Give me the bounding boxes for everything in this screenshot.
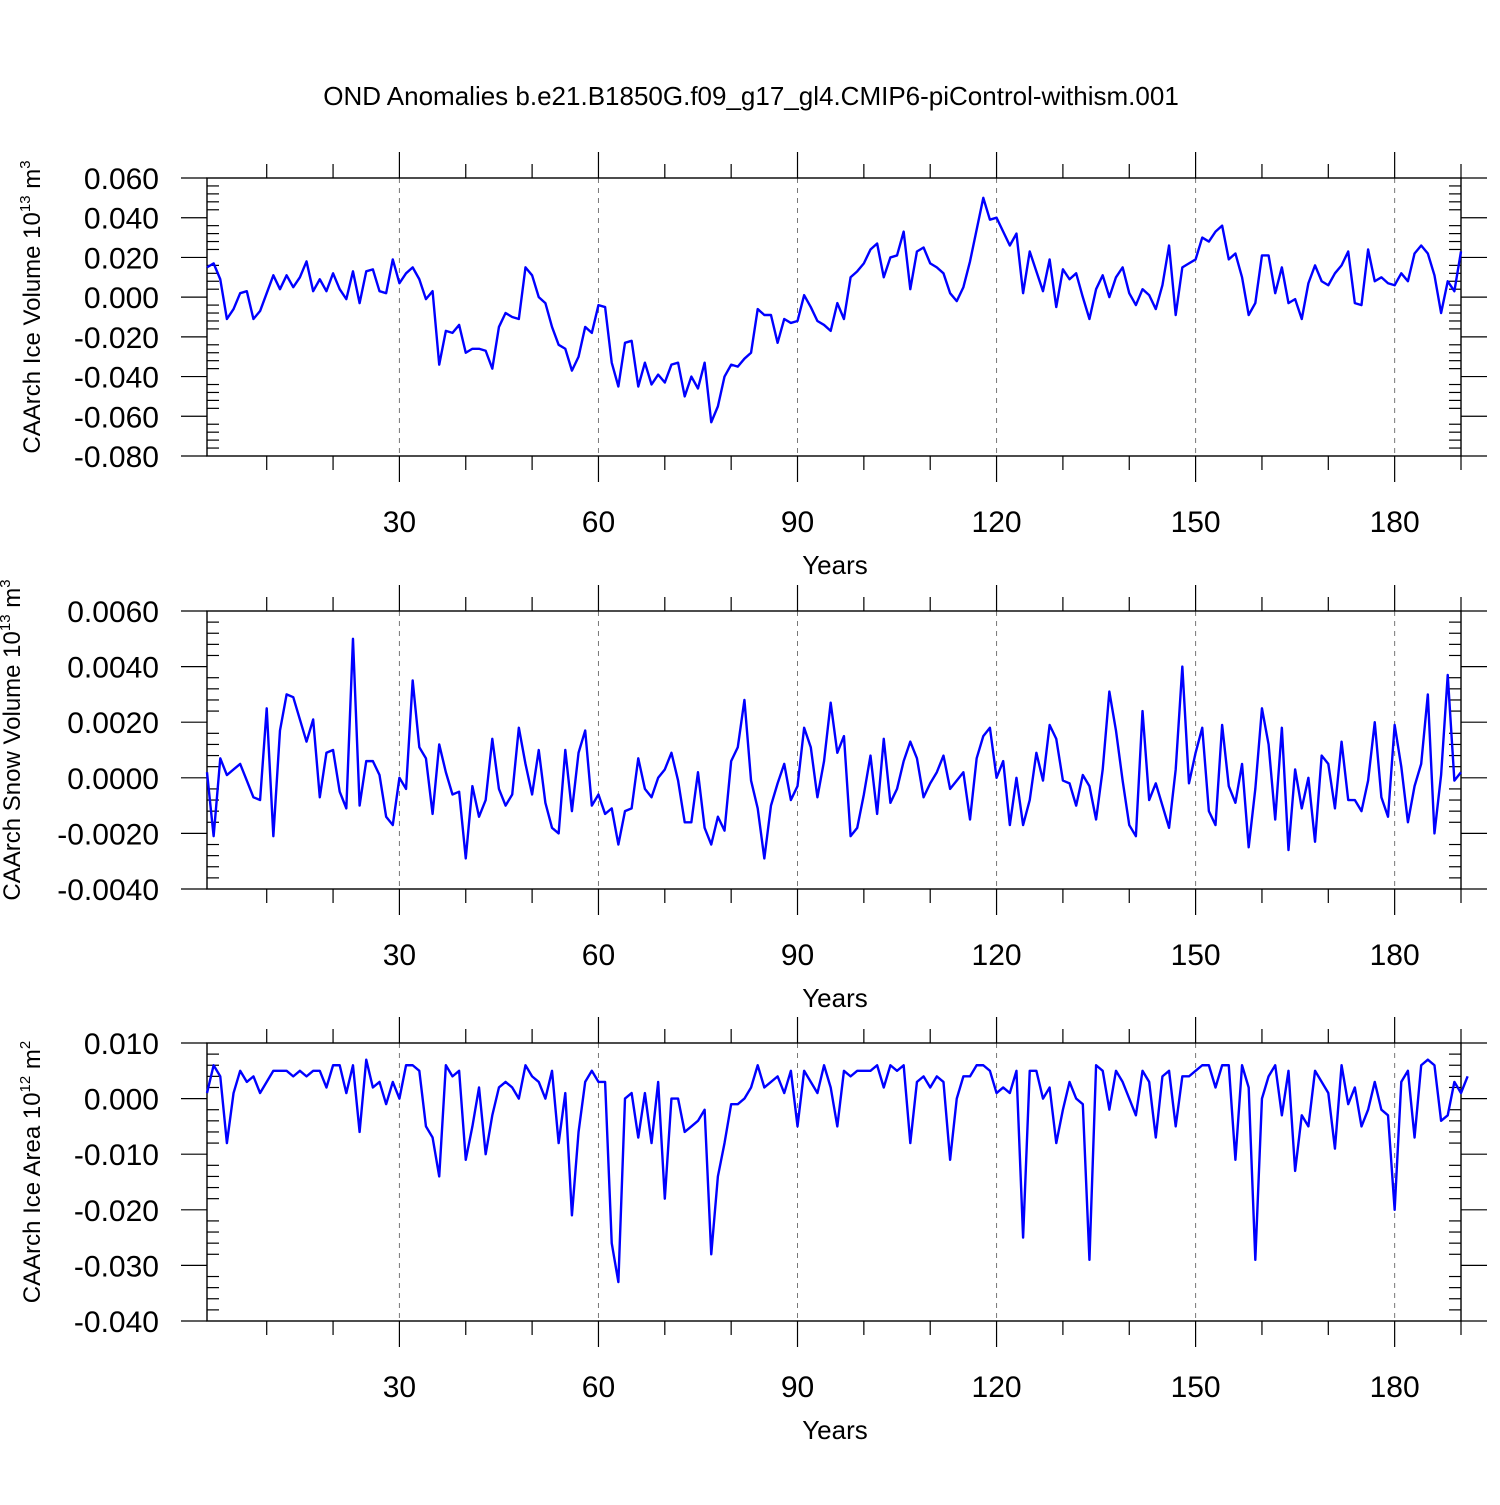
series-line-ice-area [205,1058,1469,1284]
x-tick-label: 150 [1171,939,1221,972]
y-tick-label: -0.040 [74,362,159,395]
x-tick-label: 60 [582,1371,615,1404]
x-tick-label: 30 [383,1371,416,1404]
y-tick-label: -0.020 [74,1195,159,1228]
plot-frame [206,610,1462,890]
x-tick-label: 150 [1171,1371,1221,1404]
x-tick-label: 180 [1370,1371,1420,1404]
y-tick-label: 0.000 [84,282,159,315]
x-tick-label: 90 [781,1371,814,1404]
y-tick-label: 0.020 [84,242,159,275]
y-tick-label: -0.030 [74,1250,159,1283]
x-axis-label: Years [802,550,868,580]
y-tick-label: 0.060 [84,163,159,196]
y-tick-label: -0.0020 [57,818,159,851]
series-line-ice-volume [206,196,1463,424]
y-axis-label-unit: m [19,169,46,196]
x-axis-label: Years [802,1415,868,1445]
y-tick-label: 0.0000 [67,763,159,796]
y-axis-label-exponent: 13 [17,195,34,212]
y-tick-label: -0.080 [74,441,159,474]
panel-snow-volume: -0.0040 -0.0020 0.0000 0.0020 0.0040 0.0060 30… [0,579,1487,1013]
series-line-snow-volume [205,637,1462,860]
x-tick-label: 180 [1370,506,1420,539]
x-tick-label: 30 [383,939,416,972]
y-axis-label-main: CAArch Ice Area 10 [19,1092,46,1303]
y-axis-label: CAArch Ice Area 1012 m2 [17,1041,46,1303]
y-tick-label: -0.040 [74,1306,159,1339]
y-axis-label: CAArch Snow Volume 1013 m3 [0,579,26,900]
y-tick-label: 0.040 [84,203,159,236]
y-axis-label-unit: m [19,1049,46,1076]
x-tick-label: 150 [1171,506,1221,539]
plot-frame [206,1042,1462,1322]
y-tick-label: 0.0020 [67,707,159,740]
y-axis-label-unit-exponent: 3 [17,160,34,168]
panel-ice-volume: -0.080 -0.060 -0.040 -0.020 0.000 0.020 0.040 0… [17,152,1487,580]
y-tick-label: 0.000 [84,1084,159,1117]
y-axis-label-unit-exponent: 2 [17,1041,34,1049]
y-tick-label: -0.010 [74,1139,159,1172]
y-axis-label-main: CAArch Snow Volume 10 [0,631,26,900]
y-tick-label: 0.010 [84,1028,159,1061]
y-tick-label: 0.0060 [67,596,159,629]
x-tick-label: 120 [972,1371,1022,1404]
x-tick-label: 120 [972,939,1022,972]
y-axis-label: CAArch Ice Volume 1013 m3 [17,160,46,453]
chart-title: OND Anomalies b.e21.B1850G.f09_g17_gl4.C… [323,81,1179,111]
x-axis-label: Years [802,983,868,1013]
plot-frame [206,177,1462,457]
x-tick-label: 90 [781,939,814,972]
y-axis-label-unit: m [0,588,26,615]
x-tick-label: 30 [383,506,416,539]
y-axis-label-exponent: 12 [17,1076,34,1093]
panel-ice-area: -0.040 -0.030 -0.020 -0.010 0.000 0.010 30 60 90… [17,1017,1487,1445]
y-axis-label-main: CAArch Ice Volume 10 [19,212,46,453]
y-axis-label-unit-exponent: 3 [0,579,14,587]
x-tick-label: 60 [582,506,615,539]
x-tick-label: 60 [582,939,615,972]
x-tick-label: 90 [781,506,814,539]
x-tick-label: 120 [972,506,1022,539]
y-tick-label: -0.020 [74,322,159,355]
y-tick-label: -0.0040 [57,874,159,907]
y-tick-label: 0.0040 [67,652,159,685]
y-tick-label: -0.060 [74,401,159,434]
x-tick-label: 180 [1370,939,1420,972]
y-axis-label-exponent: 13 [0,614,14,631]
